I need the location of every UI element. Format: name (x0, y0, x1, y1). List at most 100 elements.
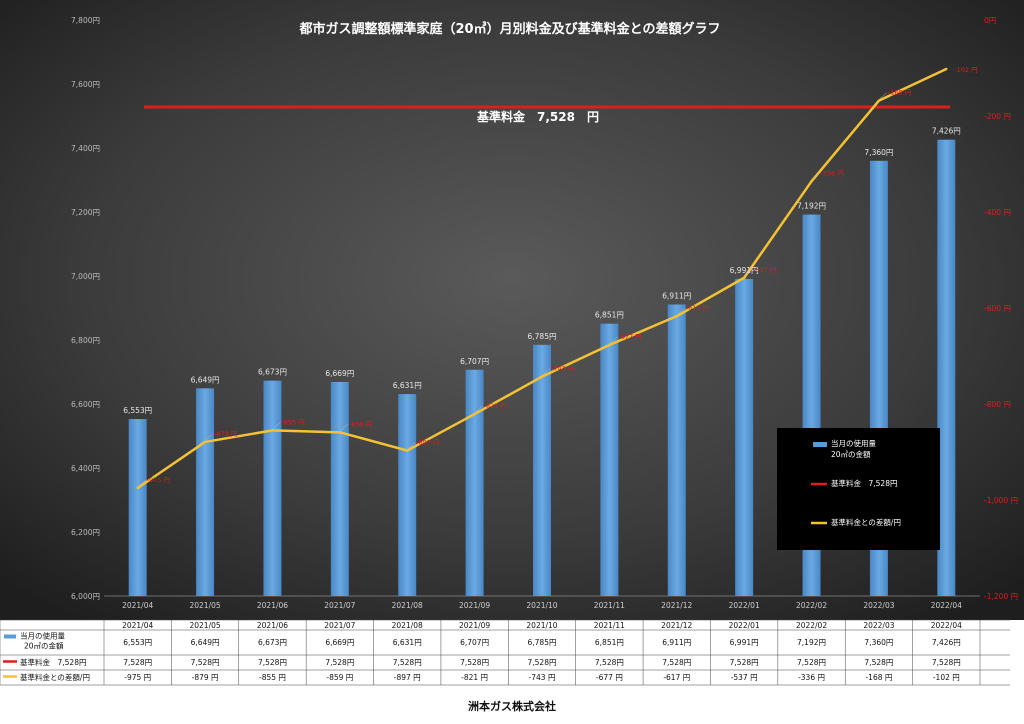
table-row-label: 基準料金 7,528円 (20, 657, 86, 667)
bar-value-label: 6,631円 (393, 381, 422, 390)
diff-value-label: -897 円 (416, 439, 439, 447)
table-cell: -168 円 (865, 673, 892, 682)
table-background (0, 620, 1024, 724)
y-left-tick-label: 6,200円 (71, 528, 100, 537)
table-cell: -677 円 (596, 673, 623, 682)
diff-leader-line (879, 92, 888, 99)
diff-leader-line (610, 336, 618, 344)
diff-point (338, 431, 342, 434)
table-header-cell: 2021/06 (257, 621, 288, 630)
legend-label: 当月の使用量 (831, 438, 876, 448)
diff-leader-line (340, 424, 349, 431)
diff-point (540, 375, 544, 378)
table-cell: 7,528円 (258, 658, 287, 667)
y-right-tick-label: -200 円 (984, 112, 1011, 121)
diff-leader-line (744, 269, 753, 276)
table-header-cell: 2021/08 (392, 621, 423, 630)
table-cell: 7,528円 (393, 658, 422, 667)
bar (937, 139, 956, 596)
table-cell: -859 円 (326, 673, 353, 682)
bar (263, 380, 282, 596)
bar-value-label: 6,785円 (528, 332, 557, 341)
x-tick-label: 2021/12 (661, 601, 692, 610)
diff-value-label: -336 円 (821, 169, 844, 177)
y-left-tick-label: 7,600円 (71, 80, 100, 89)
table-row-label: 20㎥の金額 (24, 641, 64, 651)
bar (600, 323, 619, 596)
diff-value-label: -879 円 (214, 430, 237, 438)
diff-point (608, 343, 611, 347)
diff-value-label: -855 円 (281, 418, 304, 426)
y-left-tick-label: 6,400円 (71, 464, 100, 473)
diff-point (271, 429, 274, 432)
bar-value-label: 6,851円 (595, 311, 624, 320)
x-tick-label: 2021/04 (122, 601, 153, 610)
table-cell: 7,528円 (191, 658, 220, 667)
table-row-label: 当月の使用量 (20, 631, 65, 641)
bar-value-label: 7,192円 (797, 202, 826, 211)
table-cell: 7,528円 (123, 658, 152, 667)
table-cell: 7,528円 (528, 658, 557, 667)
bar (330, 381, 349, 596)
diff-point (473, 412, 476, 416)
table-cell: -879 円 (192, 673, 219, 682)
y-right-tick-label: -400 円 (984, 208, 1011, 217)
bar (398, 394, 417, 596)
table-cell: -537 円 (731, 673, 758, 682)
footer-company-name: 洲本ガス株式会社 (468, 699, 556, 713)
x-tick-label: 2022/03 (863, 601, 894, 610)
table-cell: 7,528円 (932, 658, 961, 667)
y-right-tick-label: 0円 (984, 16, 996, 25)
diff-point (877, 99, 881, 102)
bar-value-label: 6,669円 (325, 369, 354, 378)
bar-value-label: 6,649円 (191, 375, 220, 384)
reference-label: 基準料金 7,528 円 (476, 109, 599, 124)
legend-label: 20㎥の金額 (831, 449, 871, 459)
bar-value-label: 6,707円 (460, 357, 489, 366)
diff-point (810, 180, 813, 183)
table-row-label: 基準料金との差額/円 (20, 672, 90, 682)
table-cell: 6,991円 (730, 638, 759, 647)
bar-value-label: 6,673円 (258, 368, 287, 377)
table-cell: 6,707円 (460, 638, 489, 647)
diff-point (406, 449, 409, 452)
table-cell: 6,631円 (393, 638, 422, 647)
diff-value-label: -975 円 (147, 476, 170, 484)
table-cell: 6,911円 (662, 638, 691, 647)
table-cell: -336 円 (798, 673, 825, 682)
bar-value-label: 6,553円 (123, 406, 152, 415)
y-left-tick-label: 7,200円 (71, 208, 100, 217)
table-header-cell: 2021/04 (122, 621, 153, 630)
table-header-cell: 2021/11 (594, 621, 625, 630)
table-header-cell: 2021/05 (189, 621, 220, 630)
table-cell: 6,673円 (258, 638, 287, 647)
diff-value-label: -677 円 (618, 333, 641, 341)
bar-value-label: 6,991円 (730, 266, 759, 275)
table-cell: -743 円 (529, 673, 556, 682)
chart-title: 都市ガス調整額標準家庭（20㎥）月別料金及び基準料金との差額グラフ (299, 21, 721, 37)
diff-point (945, 67, 948, 71)
x-tick-label: 2021/10 (526, 601, 557, 610)
diff-leader-line (273, 422, 281, 429)
diff-value-label: -743 円 (551, 365, 574, 373)
table-cell: 6,669円 (325, 638, 354, 647)
diff-value-label: -168 円 (888, 89, 911, 97)
y-left-tick-label: 6,000円 (71, 592, 100, 601)
bar (735, 278, 754, 596)
table-header-cell: 2021/07 (324, 621, 355, 630)
table-cell: -897 円 (394, 673, 421, 682)
table-header-cell: 2022/03 (863, 621, 894, 630)
diff-leader-line (542, 368, 551, 375)
bar-value-label: 6,911円 (662, 291, 691, 300)
table-cell: 6,851円 (595, 638, 624, 647)
table-cell: 7,528円 (864, 658, 893, 667)
bar (667, 304, 686, 596)
y-right-tick-label: -1,000 円 (984, 496, 1018, 505)
diff-leader-line (475, 405, 483, 413)
table-cell: -617 円 (663, 673, 690, 682)
bar (533, 344, 551, 596)
table-header-cell: 2021/12 (661, 621, 692, 630)
x-tick-label: 2021/05 (189, 601, 220, 610)
x-tick-label: 2021/11 (594, 601, 625, 610)
